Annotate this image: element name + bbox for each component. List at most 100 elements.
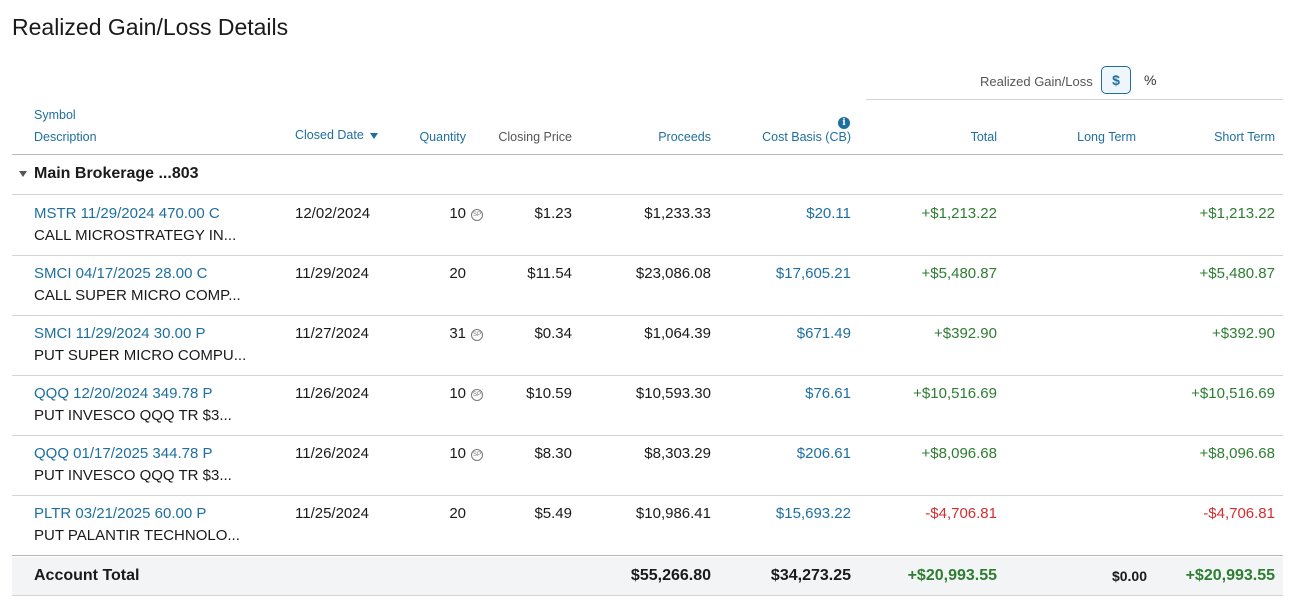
collapse-caret-icon[interactable] xyxy=(19,171,27,177)
cost-basis-link[interactable]: $15,693.22 xyxy=(775,505,851,522)
closing-price: $1.23 xyxy=(534,205,572,222)
description: PUT INVESCO QQQ TR $3... xyxy=(34,467,232,484)
description: PUT SUPER MICRO COMPU... xyxy=(34,347,247,364)
total-proceeds: $55,266.80 xyxy=(630,567,711,584)
short-term-gain-loss: +$10,516.69 xyxy=(1191,385,1275,402)
header-closed-date-label: Closed Date xyxy=(295,128,364,142)
symbol-link[interactable]: PLTR 03/21/2025 60.00 P xyxy=(34,505,207,522)
closing-price: $11.54 xyxy=(527,265,572,282)
closing-price: $10.59 xyxy=(526,385,572,402)
total-short-term: +$20,993.55 xyxy=(1185,567,1275,584)
header-cost-basis[interactable]: Cost Basis (CB) xyxy=(762,130,851,144)
table-row: SMCI 11/29/2024 30.00 P PUT SUPER MICRO C… xyxy=(12,315,1283,375)
closed-date: 11/26/2024 xyxy=(295,385,369,402)
quantity: 10 xyxy=(449,385,466,402)
total-gain-loss: +$392.90 xyxy=(934,325,997,342)
account-group-label: Main Brokerage ...803 xyxy=(34,165,199,182)
closed-date: 12/02/2024 xyxy=(295,205,371,222)
proceeds: $23,086.08 xyxy=(635,265,711,282)
header-total[interactable]: Total xyxy=(970,130,997,144)
table-row: QQQ 01/17/2025 344.78 P PUT INVESCO QQQ T… xyxy=(12,435,1283,495)
cost-basis-link[interactable]: $17,605.21 xyxy=(775,265,851,282)
cost-basis-link[interactable]: $76.61 xyxy=(805,385,851,402)
total-gain-loss: +$20,993.55 xyxy=(907,567,997,584)
header-closed-date[interactable]: Closed Date xyxy=(295,128,378,142)
account-total-row: Account Total $55,266.80 $34,273.25 +$20… xyxy=(12,557,1283,595)
header-quantity[interactable]: Quantity xyxy=(419,130,466,144)
cost-basis-link[interactable]: $206.61 xyxy=(796,445,851,462)
table-row: PLTR 03/21/2025 60.00 P PUT PALANTIR TECH… xyxy=(12,495,1283,555)
row-divider xyxy=(12,495,1283,496)
percent-toggle-button[interactable]: % xyxy=(1144,72,1157,88)
description: CALL SUPER MICRO COMP... xyxy=(34,287,241,304)
header-description[interactable]: Description xyxy=(34,130,97,144)
page-title: Realized Gain/Loss Details xyxy=(12,14,289,40)
header-symbol[interactable]: Symbol xyxy=(34,108,76,122)
quantity: 10 xyxy=(449,445,466,462)
symbol-link[interactable]: QQQ 12/20/2024 349.78 P xyxy=(34,385,213,402)
closed-date: 11/29/2024 xyxy=(295,265,369,282)
total-gain-loss: +$8,096.68 xyxy=(921,445,998,462)
short-term-gain-loss: +$8,096.68 xyxy=(1199,445,1276,462)
header-divider xyxy=(12,154,1283,155)
total-gain-loss: +$5,480.87 xyxy=(921,265,998,282)
cost-basis-link[interactable]: $671.49 xyxy=(796,325,851,342)
lot-detail-icon[interactable]: SP xyxy=(471,209,483,221)
row-divider xyxy=(12,555,1283,556)
description: CALL MICROSTRATEGY IN... xyxy=(34,227,237,244)
dollar-toggle-button[interactable]: $ xyxy=(1101,66,1131,94)
header-long-term[interactable]: Long Term xyxy=(1077,130,1136,144)
quantity: 20 xyxy=(449,265,466,282)
header-proceeds[interactable]: Proceeds xyxy=(658,130,711,144)
lot-detail-icon[interactable]: SP xyxy=(471,329,483,341)
symbol-link[interactable]: MSTR 11/29/2024 470.00 C xyxy=(34,205,220,222)
symbol-link[interactable]: SMCI 04/17/2025 28.00 C xyxy=(34,265,208,282)
total-divider xyxy=(12,595,1283,596)
row-divider xyxy=(12,435,1283,436)
quantity: 20 xyxy=(449,505,466,522)
closing-price: $0.34 xyxy=(534,325,572,342)
proceeds: $1,064.39 xyxy=(644,325,711,342)
cost-basis-link[interactable]: $20.11 xyxy=(806,205,851,222)
total-gain-loss: -$4,706.81 xyxy=(925,505,997,522)
table-row: QQQ 12/20/2024 349.78 P PUT INVESCO QQQ T… xyxy=(12,375,1283,435)
quantity: 31 xyxy=(449,325,466,342)
short-term-gain-loss: +$392.90 xyxy=(1212,325,1275,342)
account-group-row[interactable]: Main Brokerage ...803 xyxy=(12,156,1283,194)
table-row: MSTR 11/29/2024 470.00 C CALL MICROSTRATE… xyxy=(12,195,1283,255)
lot-detail-icon[interactable]: SP xyxy=(471,449,483,461)
proceeds: $8,303.29 xyxy=(644,445,711,462)
quantity: 10 xyxy=(449,205,466,222)
closing-price: $5.49 xyxy=(534,505,572,522)
short-term-gain-loss: -$4,706.81 xyxy=(1203,505,1275,522)
short-term-gain-loss: +$1,213.22 xyxy=(1199,205,1276,222)
total-cost-basis: $34,273.25 xyxy=(770,567,851,584)
header-short-term[interactable]: Short Term xyxy=(1214,130,1275,144)
total-gain-loss: +$1,213.22 xyxy=(921,205,998,222)
total-gain-loss: +$10,516.69 xyxy=(913,385,997,402)
symbol-link[interactable]: QQQ 01/17/2025 344.78 P xyxy=(34,445,213,462)
row-divider xyxy=(12,194,1283,195)
closed-date: 11/26/2024 xyxy=(295,445,369,462)
symbol-link[interactable]: SMCI 11/29/2024 30.00 P xyxy=(34,325,206,342)
row-divider xyxy=(12,315,1283,316)
short-term-gain-loss: +$5,480.87 xyxy=(1199,265,1276,282)
proceeds: $10,593.30 xyxy=(635,385,711,402)
info-icon[interactable]: i xyxy=(838,117,850,129)
account-total-label: Account Total xyxy=(34,567,140,584)
proceeds: $1,233.33 xyxy=(644,205,711,222)
closed-date: 11/27/2024 xyxy=(295,325,369,342)
description: PUT PALANTIR TECHNOLO... xyxy=(34,527,240,544)
sort-descending-icon xyxy=(369,132,378,139)
header-closing-price: Closing Price xyxy=(498,130,572,144)
description: PUT INVESCO QQQ TR $3... xyxy=(34,407,232,424)
lot-detail-icon[interactable]: SP xyxy=(471,389,483,401)
closed-date: 11/25/2024 xyxy=(295,505,369,522)
proceeds: $10,986.41 xyxy=(635,505,711,522)
row-divider xyxy=(12,375,1283,376)
gain-loss-toggle: Realized Gain/Loss $ % xyxy=(866,66,1283,100)
total-long-term: $0.00 xyxy=(1111,568,1147,584)
toggle-label: Realized Gain/Loss xyxy=(980,74,1093,89)
closing-price: $8.30 xyxy=(534,445,572,462)
table-row: SMCI 04/17/2025 28.00 C CALL SUPER MICRO … xyxy=(12,255,1283,315)
